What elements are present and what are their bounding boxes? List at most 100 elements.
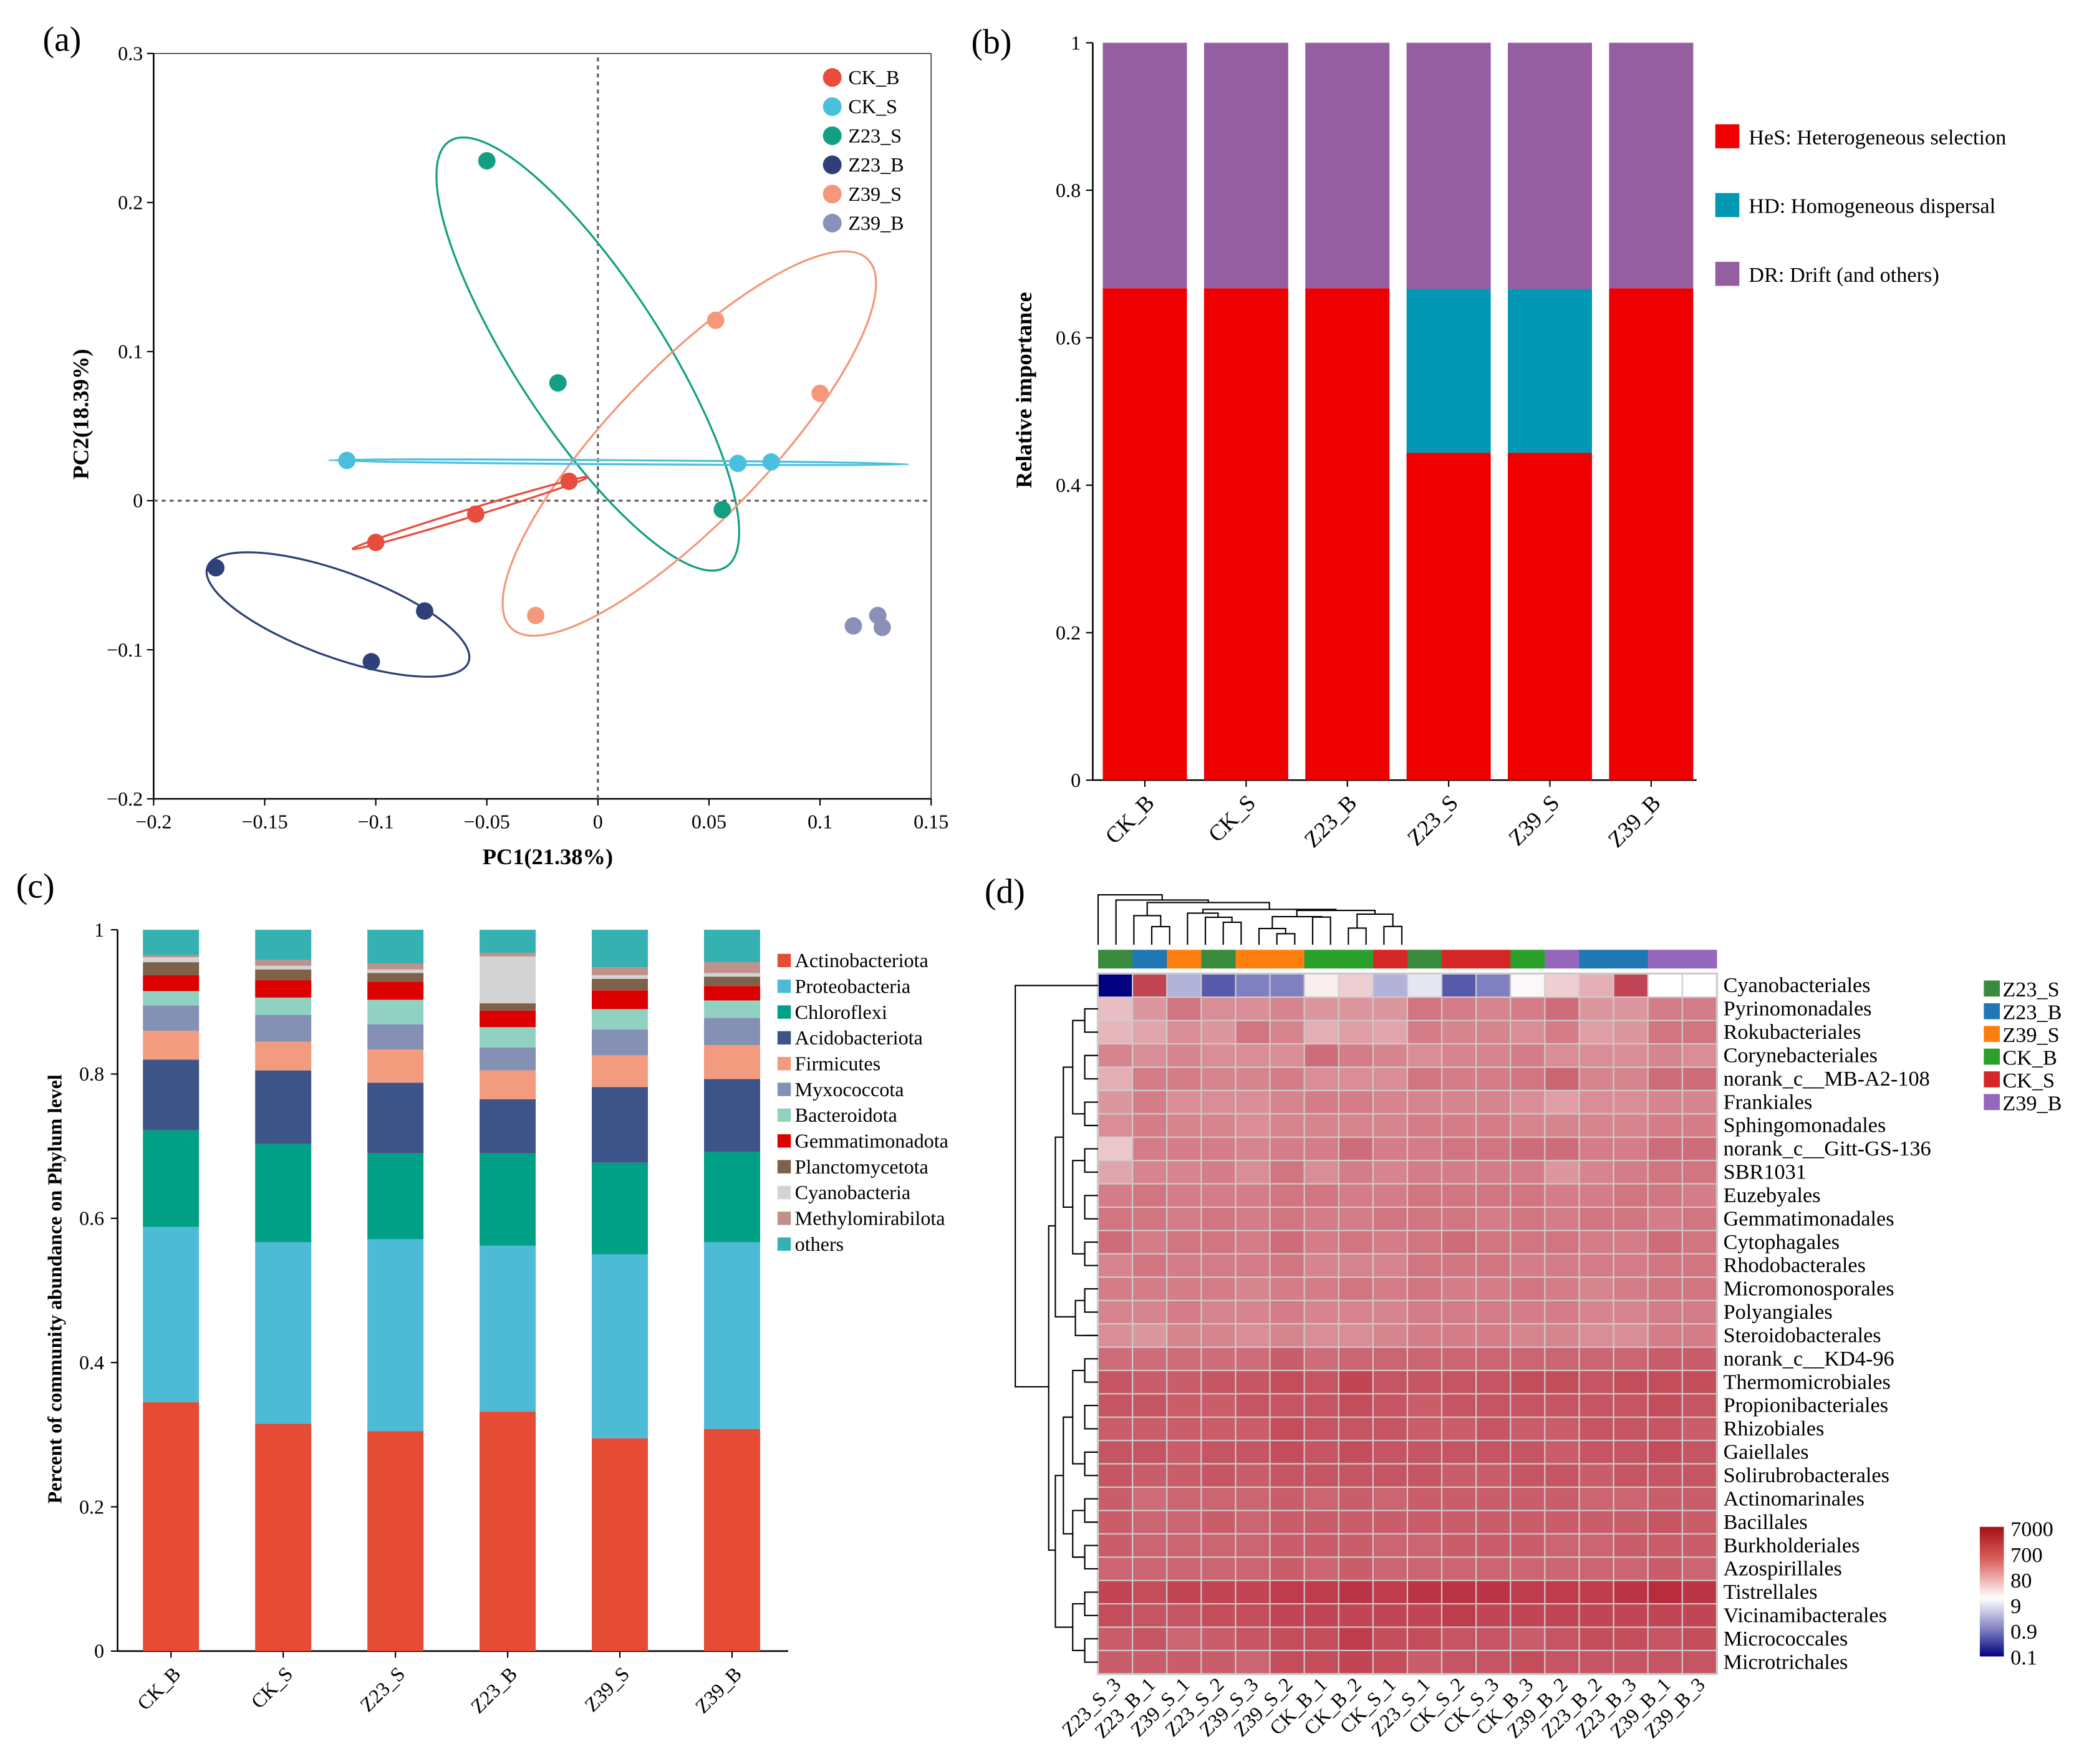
heatmap-cell xyxy=(1407,1137,1441,1160)
heatmap-cell xyxy=(1099,1068,1132,1090)
heatmap-cell xyxy=(1511,1441,1545,1463)
bar-segment-CK_B xyxy=(143,1227,200,1402)
heatmap-cell xyxy=(1511,1651,1545,1674)
order-heatmap: CyanobacterialesPyrinomonadalesRokubacte… xyxy=(1015,894,2062,1742)
heatmap-cell xyxy=(1477,1161,1510,1183)
x-tick-label: Z39_B xyxy=(1603,790,1666,852)
heatmap-cell xyxy=(1648,1441,1682,1463)
y-axis-label: Relative importance xyxy=(1011,292,1036,488)
legend-swatch xyxy=(777,1108,791,1122)
colorbar-label: 80 xyxy=(2010,1569,2032,1593)
heatmap-cell xyxy=(1511,1044,1545,1067)
heatmap-cell xyxy=(1167,1488,1201,1510)
bar-segment-Z39_S xyxy=(592,1087,649,1163)
y-tick-label: 0.8 xyxy=(1056,179,1081,201)
heatmap-cell xyxy=(1270,1301,1304,1323)
legend-swatch xyxy=(777,1185,791,1200)
heatmap-cell xyxy=(1442,1161,1476,1183)
heatmap-cell xyxy=(1477,1558,1510,1580)
legend-swatch xyxy=(777,979,791,993)
heatmap-cell xyxy=(1305,1534,1338,1557)
heatmap-cell xyxy=(1133,1581,1167,1604)
heatmap-cell xyxy=(1167,1534,1201,1557)
heatmap-cell xyxy=(1167,1301,1201,1323)
heatmap-cell xyxy=(1511,1021,1545,1043)
heatmap-cell xyxy=(1202,1511,1235,1533)
heatmap-cell xyxy=(1202,1394,1235,1417)
heatmap-cell xyxy=(1648,1651,1682,1674)
column-dendrogram-branch xyxy=(1202,909,1337,913)
heatmap-cell xyxy=(1407,1441,1441,1463)
heatmap-cell xyxy=(1477,998,1510,1020)
legend-label: Bacteroidota xyxy=(795,1104,897,1126)
row-label: norank_c__MB-A2-108 xyxy=(1724,1067,1930,1091)
x-tick-label: 0.15 xyxy=(914,810,948,832)
heatmap-cell xyxy=(1407,1161,1441,1183)
panel-c-label: (c) xyxy=(16,867,55,906)
bar-segment-Z23_B xyxy=(480,1411,536,1651)
heatmap-cell xyxy=(1648,1604,1682,1627)
row-label: Cytophagales xyxy=(1724,1230,1840,1254)
x-tick-label: Z39_S xyxy=(580,1662,634,1716)
heatmap-cell xyxy=(1305,1021,1338,1043)
row-label: Sphingomonadales xyxy=(1724,1114,1886,1137)
heatmap-cell xyxy=(1236,1441,1270,1463)
heatmap-cell xyxy=(1614,1278,1647,1300)
heatmap-cell xyxy=(1442,1021,1476,1043)
bar-segment-CK_B xyxy=(1102,42,1187,289)
heatmap-cell xyxy=(1133,1464,1167,1487)
legend-swatch xyxy=(777,1160,791,1174)
y-tick-label: 0.8 xyxy=(79,1063,104,1085)
heatmap-cell xyxy=(1270,1231,1304,1253)
heatmap-cell xyxy=(1236,1068,1270,1090)
heatmap-cell xyxy=(1442,1604,1476,1627)
heatmap-cell xyxy=(1305,1581,1338,1604)
heatmap-cell xyxy=(1236,1347,1270,1370)
row-dendrogram-branch xyxy=(1084,1148,1098,1173)
heatmap-cell xyxy=(1236,998,1270,1020)
bar-segment-Z39_B xyxy=(703,1429,760,1651)
heatmap-cell xyxy=(1167,1627,1201,1650)
heatmap-cell xyxy=(1236,1371,1270,1394)
heatmap-cell xyxy=(1167,1347,1201,1370)
heatmap-cell xyxy=(1648,1021,1682,1043)
bar-segment-Z39_S xyxy=(592,930,649,968)
legend-marker-Z39_B xyxy=(823,213,842,233)
row-dendrogram-branch xyxy=(1072,1160,1085,1255)
y-tick-label: 0.6 xyxy=(1056,326,1081,349)
y-tick-label: 0.6 xyxy=(79,1207,104,1230)
heatmap-cell xyxy=(1682,1068,1716,1090)
heatmap-cell xyxy=(1682,1278,1716,1300)
legend-label: CK_S xyxy=(848,95,897,118)
bar-segment-Z39_S xyxy=(592,1029,649,1056)
heatmap-cell xyxy=(1339,1581,1372,1604)
heatmap-cell xyxy=(1614,1627,1647,1650)
heatmap-cell xyxy=(1407,974,1441,997)
heatmap-cell xyxy=(1682,1044,1716,1067)
heatmap-cell xyxy=(1511,1534,1545,1557)
bar-segment-Z23_S xyxy=(367,1082,424,1154)
heatmap-cell xyxy=(1236,1114,1270,1137)
heatmap-cell xyxy=(1477,1208,1510,1230)
legend-swatch xyxy=(777,1082,791,1096)
heatmap-cell xyxy=(1373,1208,1407,1230)
heatmap-cell xyxy=(1614,1604,1647,1627)
heatmap-cell xyxy=(1236,1604,1270,1627)
legend-swatch xyxy=(1715,261,1740,286)
heatmap-cell xyxy=(1305,1347,1338,1370)
heatmap-cell xyxy=(1236,1581,1270,1604)
heatmap-cell xyxy=(1167,1371,1201,1394)
point-CK_B xyxy=(367,533,385,551)
heatmap-cell xyxy=(1202,1161,1235,1183)
heatmap-cell xyxy=(1648,1371,1682,1394)
bar-segment-CK_S xyxy=(255,930,312,960)
point-Z23_B xyxy=(207,559,225,577)
heatmap-cell xyxy=(1270,1441,1304,1463)
column-group-bar xyxy=(1372,950,1408,969)
heatmap-cell xyxy=(1545,1231,1579,1253)
heatmap-cell xyxy=(1167,1091,1201,1114)
heatmap-cell xyxy=(1373,1488,1407,1510)
heatmap-cell xyxy=(1305,1278,1338,1300)
heatmap-cell xyxy=(1648,1581,1682,1604)
heatmap-cell xyxy=(1202,1488,1235,1510)
